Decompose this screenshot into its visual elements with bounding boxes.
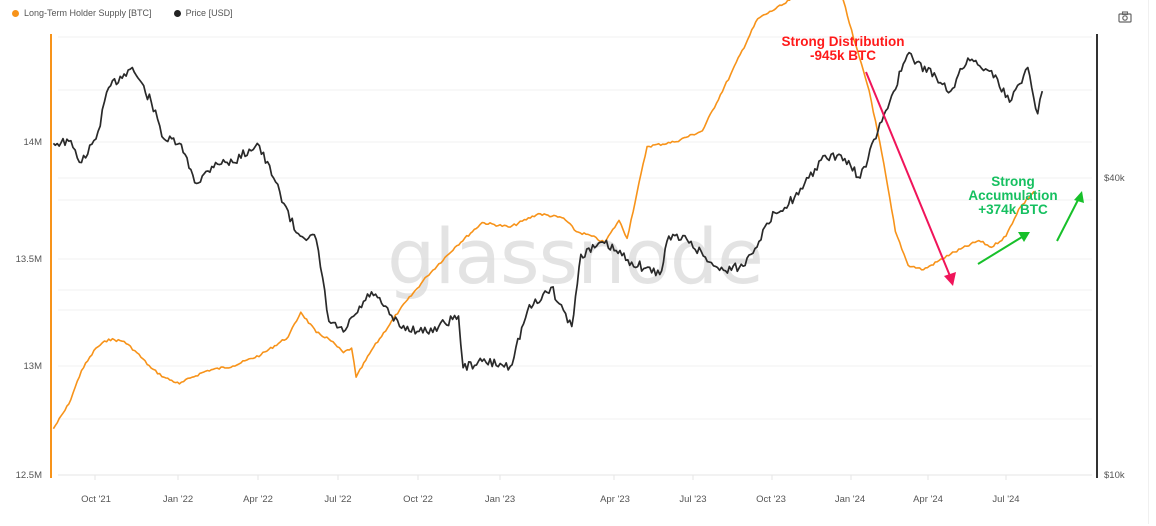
- y-tick-40k: $40k: [1104, 173, 1125, 184]
- y-tick-13-5m: 13.5M: [16, 254, 42, 265]
- x-tick: Jan '22: [163, 494, 193, 505]
- x-tick: Jan '24: [835, 494, 865, 505]
- camera-icon[interactable]: [1118, 10, 1132, 23]
- accumulation-arrows: [977, 191, 1084, 265]
- x-tick: Oct '23: [756, 494, 786, 505]
- y-right-ticks: $40k $10k: [1104, 173, 1125, 481]
- x-tick: Jan '23: [485, 494, 515, 505]
- x-tick: Apr '22: [243, 494, 273, 505]
- accumulation-amount: +374k BTC: [978, 202, 1048, 217]
- y-tick-12-5m: 12.5M: [16, 470, 42, 481]
- accumulation-annotation: Strong Accumulation +374k BTC: [968, 174, 1057, 217]
- x-tick: Apr '24: [913, 494, 943, 505]
- x-tick: Jul '22: [324, 494, 351, 505]
- x-tick: Jul '24: [992, 494, 1019, 505]
- x-tick: Apr '23: [600, 494, 630, 505]
- x-tick-marks: [94, 475, 1007, 480]
- accumulation-title-2: Accumulation: [968, 188, 1057, 203]
- legend: Long-Term Holder Supply [BTC] Price [USD…: [12, 8, 233, 18]
- x-tick: Oct '22: [403, 494, 433, 505]
- legend-item-price[interactable]: Price [USD]: [173, 8, 233, 18]
- distribution-annotation: Strong Distribution -945k BTC: [782, 34, 905, 63]
- x-ticks: Oct '21 Jan '22 Apr '22 Jul '22 Oct '22 …: [81, 494, 1019, 505]
- legend-label-price: Price [USD]: [185, 8, 233, 18]
- price-line: [52, 51, 1044, 371]
- y-left-ticks: 14M 13.5M 13M 12.5M: [16, 137, 42, 481]
- distribution-title: Strong Distribution: [782, 34, 905, 49]
- x-tick: Jul '23: [679, 494, 706, 505]
- legend-label-lth-supply: Long-Term Holder Supply [BTC]: [24, 8, 152, 18]
- accumulation-title-1: Strong: [991, 174, 1035, 189]
- x-tick: Oct '21: [81, 494, 111, 505]
- lth-supply-line: [52, 0, 1035, 430]
- y-tick-13m: 13M: [24, 361, 43, 372]
- legend-dot-black: [173, 9, 181, 17]
- distribution-amount: -945k BTC: [810, 48, 876, 63]
- legend-dot-orange: [12, 9, 19, 17]
- watermark: glassnode: [387, 212, 763, 301]
- y-tick-10k: $10k: [1104, 470, 1125, 481]
- legend-item-lth-supply[interactable]: Long-Term Holder Supply [BTC]: [12, 8, 152, 18]
- y-tick-14m: 14M: [24, 137, 43, 148]
- distribution-arrow: [865, 71, 956, 286]
